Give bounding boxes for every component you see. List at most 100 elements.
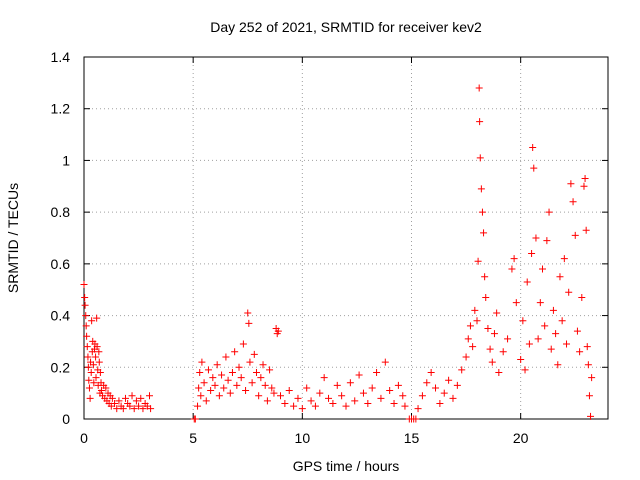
data-point: [215, 392, 223, 400]
data-point: [245, 319, 253, 327]
data-point: [307, 397, 315, 405]
data-point: [585, 392, 593, 400]
y-axis-ticks: 0 0.2 0.4 0.6 0.8 1 1.2 1.4: [51, 49, 608, 427]
data-point: [377, 394, 385, 402]
data-point: [146, 392, 153, 400]
data-point: [543, 237, 551, 245]
data-point: [119, 405, 127, 413]
data-point: [427, 368, 435, 376]
data-point: [228, 368, 236, 376]
data-point: [196, 368, 204, 376]
data-point: [86, 394, 94, 402]
data-point: [351, 397, 359, 405]
data-point: [85, 376, 93, 384]
data-point: [462, 353, 470, 361]
data-point: [584, 361, 592, 369]
data-point: [453, 381, 461, 389]
data-point: [298, 405, 306, 413]
data-point: [92, 353, 100, 361]
data-point: [355, 371, 363, 379]
data-point: [303, 384, 311, 392]
data-point: [108, 394, 116, 402]
data-point: [95, 348, 103, 356]
data-point: [132, 397, 140, 405]
data-point: [255, 392, 263, 400]
data-point: [96, 368, 104, 376]
data-point: [581, 175, 589, 183]
data-point: [476, 118, 484, 126]
y-tick-label: 0.4: [51, 308, 71, 324]
data-point: [528, 250, 536, 258]
data-point: [578, 293, 586, 301]
data-point: [440, 389, 448, 397]
data-point: [87, 368, 95, 376]
chart-title: Day 252 of 2021, SRMTID for receiver kev…: [210, 19, 482, 35]
data-point: [563, 340, 571, 348]
data-point: [547, 345, 555, 353]
data-point: [481, 273, 489, 281]
data-point: [246, 358, 254, 366]
data-point: [534, 335, 542, 343]
data-point: [257, 374, 265, 382]
data-point: [224, 376, 232, 384]
data-point: [482, 293, 490, 301]
x-axis-label: GPS time / hours: [293, 458, 400, 474]
data-point: [558, 317, 566, 325]
x-tick-label: 5: [189, 430, 197, 446]
data-point: [226, 389, 234, 397]
data-point: [222, 353, 230, 361]
data-point: [239, 340, 247, 348]
data-point: [445, 376, 453, 384]
data-point: [329, 399, 337, 407]
data-point: [539, 265, 546, 273]
data-point: [414, 405, 422, 413]
data-point: [126, 402, 134, 410]
data-point: [130, 405, 138, 413]
data-point: [191, 415, 199, 423]
data-point: [268, 384, 276, 392]
data-point: [270, 389, 278, 397]
data-point: [135, 402, 143, 410]
data-point: [488, 358, 496, 366]
data-point: [432, 384, 440, 392]
data-point: [583, 343, 591, 351]
data-point: [97, 387, 105, 395]
data-point: [311, 402, 319, 410]
data-point: [510, 255, 518, 263]
data-point: [549, 306, 557, 314]
data-point: [560, 255, 568, 263]
data-point: [576, 348, 584, 356]
data-point: [82, 322, 90, 330]
data-point: [209, 374, 217, 382]
data-point: [89, 361, 97, 369]
data-point: [137, 394, 145, 402]
data-point: [504, 335, 512, 343]
data-point: [573, 327, 581, 335]
data-point: [525, 340, 533, 348]
data-point: [469, 343, 477, 351]
data-point: [115, 397, 123, 405]
data-point: [220, 384, 228, 392]
data-point: [569, 198, 577, 206]
data-point: [218, 371, 226, 379]
data-point: [250, 350, 258, 358]
data-point: [235, 363, 243, 371]
data-point: [195, 384, 203, 392]
data-point: [194, 402, 202, 410]
data-point: [530, 164, 538, 172]
data-point: [80, 281, 88, 289]
data-point: [368, 384, 376, 392]
data-point: [83, 343, 91, 351]
data-point: [499, 348, 507, 356]
data-point: [466, 322, 474, 330]
data-point: [333, 381, 341, 389]
data-point: [320, 374, 328, 382]
data-point: [85, 384, 93, 392]
data-point: [102, 384, 110, 392]
data-point: [213, 361, 221, 369]
data-point: [495, 368, 503, 376]
data-point: [484, 325, 492, 332]
data-point: [266, 366, 274, 374]
data-point: [423, 379, 431, 387]
